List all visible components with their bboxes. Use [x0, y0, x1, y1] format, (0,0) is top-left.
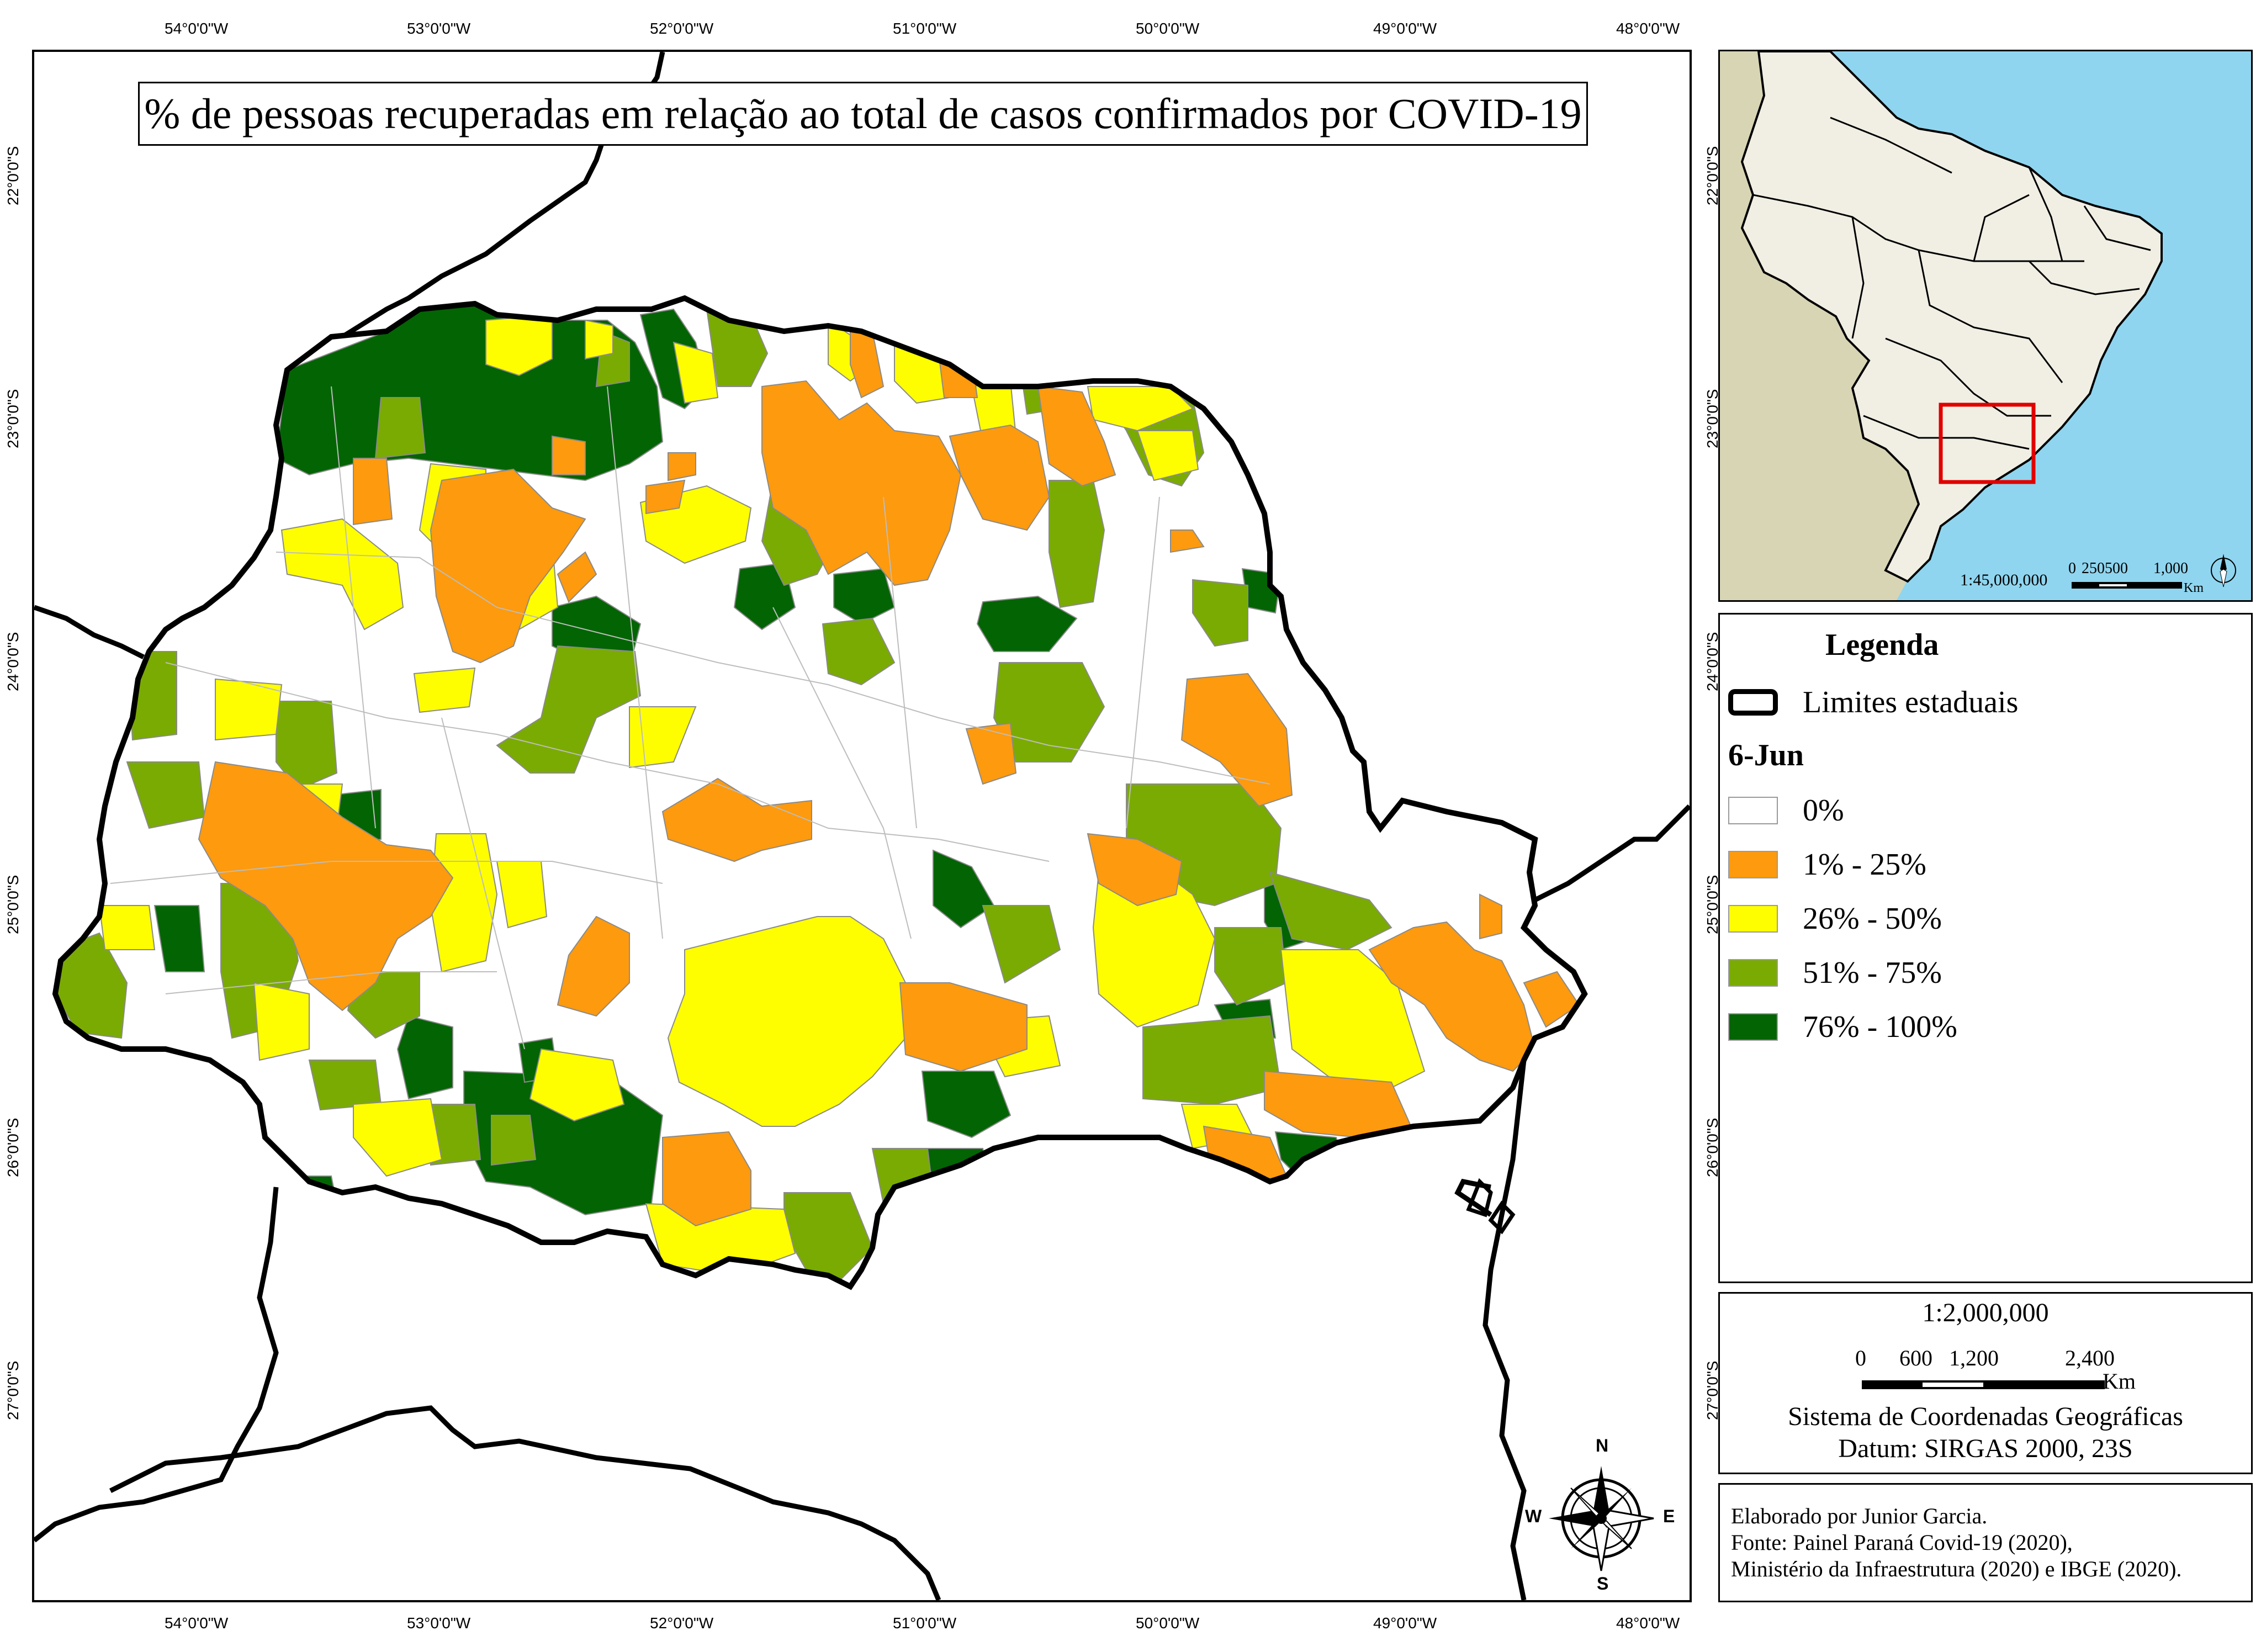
- north-arrow-compass: [1549, 1466, 1654, 1571]
- lon-tick-top: 52°0'0"W: [650, 20, 714, 37]
- legend-swatch-3: [1728, 959, 1778, 987]
- legend-row-boundary: Limites estaduais: [1728, 685, 2018, 720]
- credits-author: Elaborado por Junior Garcia.: [1731, 1503, 1988, 1528]
- legend-row-3: 51% - 75%: [1728, 955, 1942, 991]
- main-map: [34, 52, 1690, 1600]
- lon-tick-bottom: 54°0'0"W: [165, 1614, 229, 1632]
- inset-scale-tick: 1,000: [2153, 560, 2188, 577]
- legend-label: 76% - 100%: [1803, 1010, 1957, 1044]
- municipality-polygons: [55, 303, 1580, 1282]
- inset-scale-bar: [2072, 582, 2182, 589]
- boundary-swatch: [1728, 689, 1778, 716]
- lat-tick-left: 22°0'0"S: [4, 146, 22, 205]
- lon-tick-top: 53°0'0"W: [407, 20, 471, 37]
- inset-scale-ratio: 1:45,000,000: [1960, 571, 2048, 589]
- lon-tick-top: 51°0'0"W: [893, 20, 957, 37]
- lat-tick-left: 25°0'0"S: [4, 875, 22, 934]
- legend-row-4: 76% - 100%: [1728, 1009, 1957, 1045]
- legend-label: 51% - 75%: [1803, 956, 1942, 990]
- legend-title: Legenda: [1825, 628, 1939, 662]
- inset-map: [1720, 51, 2251, 600]
- legend-row-1: 1% - 25%: [1728, 847, 1926, 882]
- lon-tick-bottom: 50°0'0"W: [1136, 1614, 1200, 1632]
- lon-tick-bottom: 48°0'0"W: [1616, 1614, 1680, 1632]
- municipality-borders: [110, 386, 1270, 1050]
- scale-ratio: 1:2,000,000: [1922, 1298, 2049, 1327]
- legend-label: 0%: [1803, 793, 1844, 828]
- lon-tick-top: 48°0'0"W: [1616, 20, 1680, 37]
- lat-tick-left: 24°0'0"S: [4, 632, 22, 691]
- lon-tick-top: 49°0'0"W: [1373, 20, 1437, 37]
- south-label: S: [1597, 1574, 1609, 1593]
- legend-swatch-1: [1728, 851, 1778, 878]
- lon-tick-top: 50°0'0"W: [1136, 20, 1200, 37]
- lon-tick-bottom: 53°0'0"W: [407, 1614, 471, 1632]
- parana-highlight-box: [1939, 403, 2036, 484]
- lat-tick-left: 23°0'0"S: [4, 389, 22, 448]
- map-title: % de pessoas recuperadas em relação ao t…: [138, 82, 1588, 146]
- inset-scale-tick: 0: [2068, 560, 2076, 577]
- scale-tick-3: 2,400: [2065, 1346, 2115, 1370]
- inset-scale-tick: 500: [2105, 560, 2128, 577]
- legend-label: Limites estaduais: [1803, 685, 2019, 719]
- legend-label: 1% - 25%: [1803, 848, 1926, 882]
- lat-tick-left: 27°0'0"S: [4, 1360, 22, 1420]
- credits-source-2: Ministério da Infraestrutura (2020) e IB…: [1731, 1556, 2182, 1581]
- north-label: N: [1596, 1436, 1609, 1455]
- inset-scale-unit: Km: [2184, 581, 2204, 595]
- scale-bar: [1862, 1380, 2105, 1389]
- scale-tick-1: 600: [1899, 1346, 1932, 1370]
- lon-tick-top: 54°0'0"W: [165, 20, 229, 37]
- scale-tick-0: 0: [1855, 1346, 1866, 1370]
- lon-tick-bottom: 52°0'0"W: [650, 1614, 714, 1632]
- crs-label: Sistema de Coordenadas Geográficas: [1788, 1402, 2183, 1431]
- credits-source: Fonte: Painel Paraná Covid-19 (2020),: [1731, 1530, 2073, 1555]
- legend-panel: [1718, 613, 2253, 1283]
- credits-panel: [1718, 1483, 2253, 1602]
- coast-islands: [1466, 1178, 1516, 1235]
- scale-tick-2: 1,200: [1949, 1346, 1999, 1370]
- legend-swatch-4: [1728, 1013, 1778, 1041]
- datum-label: Datum: SIRGAS 2000, 23S: [1838, 1434, 2133, 1463]
- lon-tick-bottom: 49°0'0"W: [1373, 1614, 1437, 1632]
- inset-scale-tick: 250: [2082, 560, 2105, 577]
- scale-unit: Km: [2103, 1369, 2136, 1394]
- lat-tick-left: 26°0'0"S: [4, 1118, 22, 1177]
- west-label: W: [1525, 1506, 1542, 1526]
- legend-swatch-0: [1728, 797, 1778, 824]
- legend-date: 6-Jun: [1728, 738, 1804, 772]
- lon-tick-bottom: 51°0'0"W: [893, 1614, 957, 1632]
- legend-row-0: 0%: [1728, 793, 1844, 828]
- east-label: E: [1663, 1506, 1675, 1526]
- legend-swatch-2: [1728, 905, 1778, 933]
- legend-label: 26% - 50%: [1803, 902, 1942, 936]
- legend-row-2: 26% - 50%: [1728, 901, 1942, 936]
